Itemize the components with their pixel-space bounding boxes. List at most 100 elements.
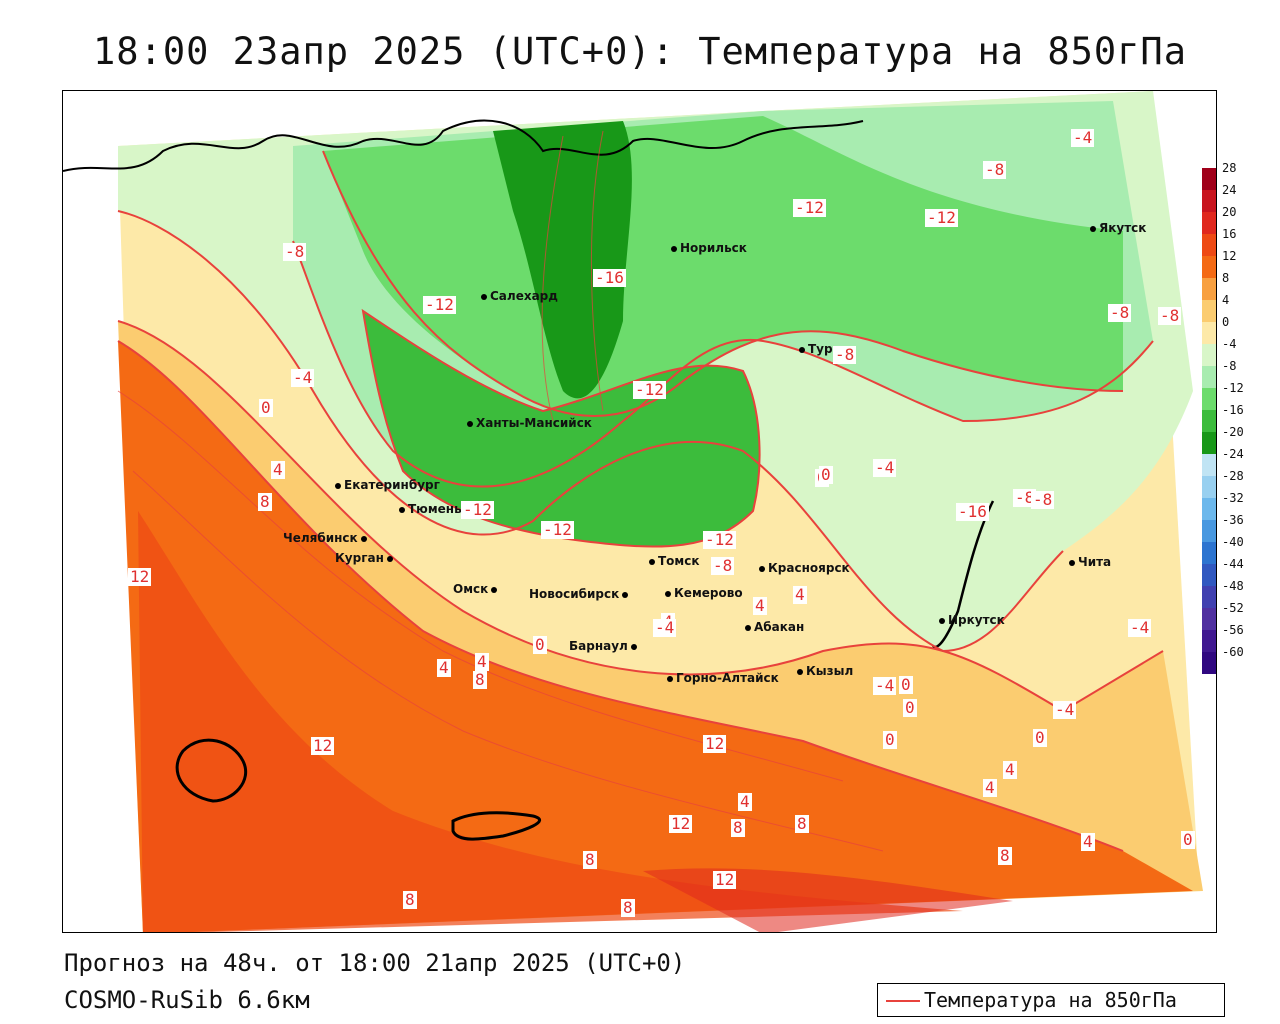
contour-value-label: 4 [738, 792, 752, 811]
colorbar-cell [1202, 432, 1216, 454]
legend-label: Температура на 850гПа [924, 988, 1177, 1012]
contour-value-label: 8 [998, 846, 1012, 865]
colorbar-cell [1202, 586, 1216, 608]
colorbar-tick-label: -8 [1222, 359, 1237, 373]
city-dot [491, 586, 498, 593]
contour-value-label: -4 [291, 368, 315, 387]
city-dot [360, 535, 367, 542]
contour-value-label: -12 [633, 380, 666, 399]
colorbar-cell [1202, 234, 1216, 256]
contour-value-label: 0 [1181, 830, 1195, 849]
colorbar-tick-label: 0 [1222, 315, 1230, 329]
colorbar-tick-label: 24 [1222, 183, 1237, 197]
contour-value-label: 4 [475, 652, 489, 671]
contour-value-label: -12 [461, 500, 494, 519]
city-dot [630, 643, 637, 650]
city-name: Горно-Алтайск [676, 671, 779, 685]
city-label: Ханты-Мансийск [467, 416, 592, 430]
city-dot [759, 565, 765, 572]
contour-value-label: 12 [713, 870, 737, 889]
city-name: Чита [1078, 555, 1112, 569]
colorbar-tick-label: -28 [1222, 469, 1244, 483]
city-dot [1090, 225, 1096, 232]
colorbar-cell [1202, 630, 1216, 652]
city-name: Новосибирск [529, 587, 620, 601]
city-name: Челябинск [283, 531, 358, 545]
city-dot [649, 558, 655, 565]
contour-value-label: 4 [437, 658, 451, 677]
colorbar-cell [1202, 388, 1216, 410]
colorbar-cell [1202, 344, 1216, 366]
colorbar-cell [1202, 300, 1216, 322]
contour-value-label: -16 [956, 502, 989, 521]
city-label: Тура [799, 342, 841, 356]
colorbar-cell [1202, 256, 1216, 278]
city-label: Абакан [745, 620, 804, 634]
contour-value-label: 4 [1003, 760, 1017, 779]
colorbar-tick-label: 12 [1222, 249, 1237, 263]
city-dot [335, 482, 341, 489]
contour-value-label: 8 [583, 850, 597, 869]
city-dot [797, 668, 803, 675]
contour-value-label: -16 [593, 268, 626, 287]
city-label: Барнаул [569, 639, 640, 653]
colorbar-tick-label: 28 [1222, 161, 1237, 175]
city-dot [622, 591, 629, 598]
colorbar-tick-label: 20 [1222, 205, 1237, 219]
colorbar-tick-label: -44 [1222, 557, 1244, 571]
colorbar-cell [1202, 278, 1216, 300]
colorbar-tick-label: -36 [1222, 513, 1244, 527]
colorbar-cell [1202, 542, 1216, 564]
colorbar-cell [1202, 520, 1216, 542]
city-label: Челябинск [283, 531, 370, 545]
city-dot [399, 506, 405, 513]
map-legend: Температура на 850гПа [877, 983, 1225, 1017]
city-dot [467, 420, 473, 427]
contour-value-label: -8 [711, 556, 735, 575]
city-dot [799, 346, 805, 353]
colorbar-tick-label: 16 [1222, 227, 1237, 241]
city-label: Горно-Алтайск [667, 671, 779, 685]
legend-line-swatch [886, 1000, 920, 1002]
city-name: Томск [658, 554, 700, 568]
colorbar-tick-label: -48 [1222, 579, 1244, 593]
city-dot [671, 245, 677, 252]
contour-value-label: 8 [621, 898, 635, 917]
temperature-field [63, 91, 1203, 932]
contour-value-label: -4 [873, 676, 897, 695]
colorbar-cell [1202, 190, 1216, 212]
city-label: Томск [649, 554, 700, 568]
contour-value-label: -4 [873, 458, 897, 477]
contour-value-label: -12 [423, 295, 456, 314]
contour-value-label: 0 [899, 675, 913, 694]
city-name: Иркутск [948, 613, 1005, 627]
contour-value-label: 0 [819, 465, 833, 484]
contour-value-label: 8 [731, 818, 745, 837]
city-label: Красноярск [759, 561, 850, 575]
contour-value-label: 8 [403, 890, 417, 909]
city-label: Тюмень [399, 502, 462, 516]
city-name: Красноярск [768, 561, 850, 575]
city-label: Салехард [481, 289, 558, 303]
colorbar-tick-label: -60 [1222, 645, 1244, 659]
city-label: Кызыл [797, 664, 853, 678]
contour-value-label: -4 [653, 618, 677, 637]
colorbar-cell [1202, 564, 1216, 586]
contour-value-label: -8 [1013, 488, 1037, 507]
contour-value-label: 0 [1033, 728, 1047, 747]
city-name: Екатеринбург [344, 478, 440, 492]
city-dot [665, 590, 671, 597]
contour-value-label: 8 [473, 670, 487, 689]
contour-value-label: 12 [669, 814, 693, 833]
contour-value-label: 12 [128, 567, 152, 586]
colorbar-cell [1202, 212, 1216, 234]
contour-value-label: -4 [1071, 128, 1095, 147]
colorbar-tick-label: -16 [1222, 403, 1244, 417]
contour-value-label: 12 [311, 736, 335, 755]
contour-value-label: 0 [259, 398, 273, 417]
contour-value-label: 0 [883, 730, 897, 749]
city-name: Кызыл [806, 664, 854, 678]
colorbar-scale [1202, 168, 1216, 674]
contour-value-label: 4 [271, 460, 285, 479]
colorbar-cell [1202, 322, 1216, 344]
